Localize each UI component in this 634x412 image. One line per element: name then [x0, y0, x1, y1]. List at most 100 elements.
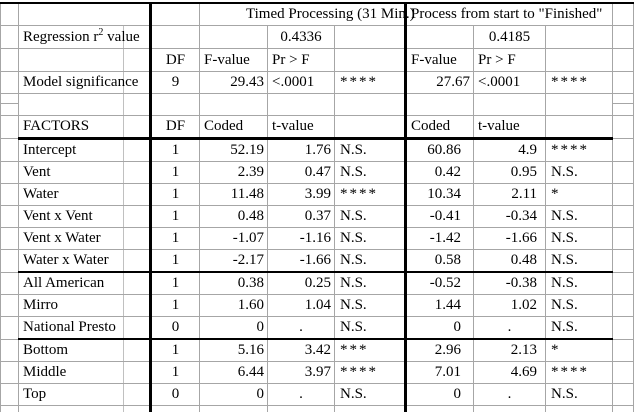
right-model-f-cell: 27.67 — [404, 71, 474, 94]
right-section-title: Process from start to "Finished" — [404, 2, 613, 26]
empty-cell — [333, 115, 406, 140]
right-t-value-cell: 4.69 — [473, 361, 546, 384]
factor-label-cell: Intercept — [18, 138, 151, 162]
factor-label-cell: Vent x Vent — [18, 205, 151, 228]
factor-row: Mirro 1 1.60 1.04 N.S. 1.44 1.02 N.S. — [0, 294, 634, 317]
model-header-row: DF F-value Pr > F F-value Pr > F — [0, 48, 634, 72]
right-t-value-cell: 4.9 — [473, 138, 546, 162]
empty-cell — [545, 405, 613, 412]
left-significance-cell: N.S. — [333, 161, 406, 184]
empty-cell — [404, 405, 474, 412]
margin-cell — [0, 361, 19, 384]
empty-cell — [18, 405, 151, 412]
right-significance-cell: **** — [545, 138, 613, 162]
factors-df-header: DF — [149, 115, 200, 140]
left-model-pr-cell: <.0001 — [267, 71, 335, 94]
right-coded-cell: 2.96 — [404, 339, 474, 362]
right-coded-cell: 1.44 — [404, 294, 474, 317]
right-significance-cell: N.S. — [545, 205, 613, 228]
right-t-value-cell: 0.95 — [473, 161, 546, 184]
right-significance-cell: **** — [545, 361, 613, 384]
left-coded-cell: 1.60 — [199, 294, 268, 317]
left-t-value-cell: 3.99 — [267, 183, 335, 206]
empty-cell — [333, 25, 406, 49]
empty-cell — [545, 115, 613, 140]
margin-cell — [612, 405, 634, 412]
right-significance-cell: N.S. — [545, 294, 613, 317]
left-t-value-cell: -1.16 — [267, 227, 335, 250]
margin-cell — [0, 138, 19, 162]
left-t-value-cell: 0.37 — [267, 205, 335, 228]
factor-df-cell: 1 — [149, 183, 200, 206]
factor-df-cell: 1 — [149, 205, 200, 228]
margin-cell — [612, 183, 634, 206]
right-model-sig-cell: **** — [545, 71, 613, 94]
empty-cell — [333, 48, 406, 72]
right-significance-cell: N.S. — [545, 161, 613, 184]
empty-cell — [333, 93, 406, 116]
margin-cell — [0, 48, 19, 72]
right-coded-cell: 60.86 — [404, 138, 474, 162]
margin-cell — [612, 249, 634, 273]
empty-cell — [404, 25, 474, 49]
empty-cell — [18, 93, 151, 116]
left-t-value-cell: 1.04 — [267, 294, 335, 317]
factor-label-cell: Water x Water — [18, 249, 151, 273]
left-significance-cell: N.S. — [333, 227, 406, 250]
factor-row: Vent x Vent 1 0.48 0.37 N.S. -0.41 -0.34… — [0, 205, 634, 228]
right-coded-cell: 7.01 — [404, 361, 474, 384]
right-significance-cell: N.S. — [545, 227, 613, 250]
margin-cell — [0, 103, 19, 116]
factor-row: Middle 1 6.44 3.97 **** 7.01 4.69 **** — [0, 361, 634, 384]
left-significance-cell: N.S. — [333, 383, 406, 406]
df-header: DF — [149, 48, 200, 72]
right-t-value-cell: 0.48 — [473, 249, 546, 273]
empty-cell — [333, 405, 406, 412]
margin-cell — [612, 272, 634, 295]
factor-label-cell: Middle — [18, 361, 151, 384]
right-significance-cell: * — [545, 183, 613, 206]
regression-r2-label: Regression r2 value — [18, 25, 151, 49]
margin-cell — [612, 25, 634, 49]
left-t-value-cell: 1.76 — [267, 138, 335, 162]
empty-cell — [149, 2, 200, 26]
factor-df-cell: 1 — [149, 339, 200, 362]
empty-cell — [149, 93, 200, 116]
right-significance-cell: N.S. — [545, 383, 613, 406]
empty-cell — [18, 2, 151, 26]
margin-cell — [0, 339, 19, 362]
right-t-value-cell: 1.02 — [473, 294, 546, 317]
margin-cell — [0, 272, 19, 295]
margin-cell — [612, 161, 634, 184]
right-coded-header: Coded — [404, 115, 474, 140]
margin-cell — [612, 93, 634, 104]
right-f-value-header: F-value — [404, 48, 474, 72]
factor-row: National Presto 0 0 . N.S. 0 . N.S. — [0, 316, 634, 340]
factor-label-cell: Bottom — [18, 339, 151, 362]
left-section-title: Timed Processing (31 Min.) — [198, 2, 415, 26]
factor-df-cell: 1 — [149, 272, 200, 295]
right-coded-cell: 0 — [404, 383, 474, 406]
margin-cell — [612, 339, 634, 362]
empty-cell — [267, 93, 335, 116]
factor-row: Top 0 0 . N.S. 0 . N.S. — [0, 383, 634, 406]
factor-label-cell: All American — [18, 272, 151, 295]
right-significance-cell: * — [545, 339, 613, 362]
margin-cell — [0, 183, 19, 206]
margin-cell — [612, 48, 634, 72]
left-t-value-cell: . — [267, 383, 335, 406]
right-coded-cell: 10.34 — [404, 183, 474, 206]
left-t-value-header: t-value — [267, 115, 335, 140]
factor-df-cell: 1 — [149, 138, 200, 162]
right-significance-cell: N.S. — [545, 249, 613, 273]
left-coded-cell: -2.17 — [199, 249, 268, 273]
left-t-value-cell: -1.66 — [267, 249, 335, 273]
spacer-row — [0, 93, 634, 116]
factor-df-cell: 0 — [149, 316, 200, 340]
empty-cell — [473, 93, 546, 116]
left-pr-f-header: Pr > F — [267, 48, 335, 72]
margin-cell — [612, 294, 634, 317]
empty-cell — [18, 48, 151, 72]
